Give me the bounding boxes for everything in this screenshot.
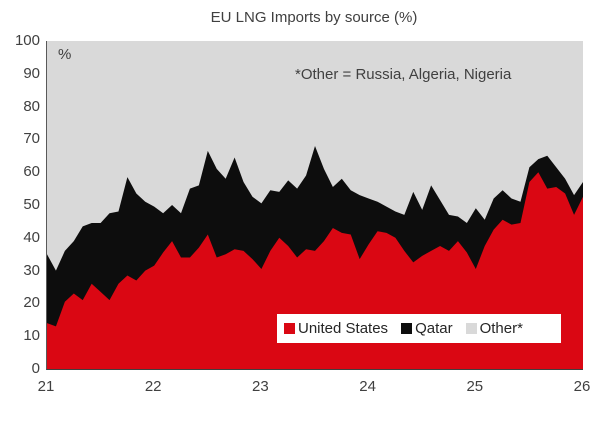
y-tick-label-20: 20 — [23, 294, 40, 312]
x-tick-label-21: 21 — [37, 378, 55, 395]
y-tick-label-90: 90 — [23, 64, 40, 82]
legend-item-other: Other* — [465, 320, 523, 337]
x-tick-label-24: 24 — [359, 378, 376, 395]
x-tick-label-23: 23 — [252, 378, 269, 395]
legend-item-united-states: United States — [284, 320, 388, 337]
y-tick-label-50: 50 — [23, 196, 40, 213]
other-definition-annotation: *Other = Russia, Algeria, Nigeria — [295, 66, 512, 83]
legend-label: Other* — [479, 320, 523, 337]
legend-marker-icon — [465, 323, 477, 334]
y-tick-label-10: 10 — [23, 327, 40, 345]
y-axis-unit-label: % — [58, 46, 72, 63]
y-tick-label-30: 30 — [23, 261, 40, 279]
x-tick-label-26: 26 — [573, 378, 591, 395]
legend-label: United States — [298, 320, 389, 337]
y-tick-label-100: 100 — [14, 32, 40, 49]
y-tick-label-80: 80 — [23, 97, 40, 115]
chart-title: EU LNG Imports by source (%) — [210, 9, 418, 26]
legend-item-qatar: Qatar — [401, 320, 453, 337]
legend-label: Qatar — [415, 320, 453, 337]
y-tick-label-60: 60 — [23, 163, 40, 181]
legend-marker-icon — [284, 323, 295, 334]
legend: United States Qatar Other* — [277, 314, 561, 343]
y-tick-label-70: 70 — [23, 130, 40, 148]
y-tick-label-40: 40 — [23, 228, 40, 246]
legend-marker-icon — [401, 323, 413, 334]
y-tick-label-0: 0 — [31, 360, 40, 377]
x-tick-label-22: 22 — [144, 378, 162, 395]
x-tick-label-25: 25 — [466, 378, 484, 395]
